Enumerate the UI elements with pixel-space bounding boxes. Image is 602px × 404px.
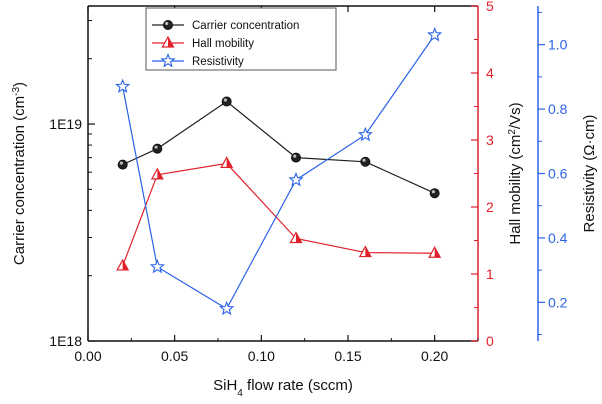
y-left-axis-title: Carrier concentration (cm-3) bbox=[11, 82, 29, 265]
legend-item: Carrier concentration bbox=[152, 20, 299, 32]
data-point-body bbox=[117, 159, 128, 170]
data-point bbox=[219, 300, 235, 316]
y-left-axis-title-superscript: -3 bbox=[11, 87, 22, 96]
y-right1-axis-title: Hall mobility (cm2/Vs) bbox=[507, 102, 525, 244]
data-point-fill bbox=[122, 259, 129, 270]
data-point bbox=[428, 245, 442, 258]
data-point bbox=[358, 245, 372, 258]
y-right1-axis-title-part: Hall mobility (cm bbox=[507, 135, 524, 245]
series-hall-mobility bbox=[116, 156, 442, 271]
y-right2-tick-label: 0.2 bbox=[548, 294, 568, 310]
y-right1-tick-label: 2 bbox=[486, 199, 494, 215]
y-left-axis-title-part: Carrier concentration (cm bbox=[11, 96, 28, 265]
data-point-highlight bbox=[362, 158, 366, 162]
legend-marker-fill bbox=[168, 37, 174, 47]
x-axis-title-subscript: 4 bbox=[237, 388, 243, 399]
x-axis-title: SiH4 flow rate (sccm) bbox=[213, 377, 353, 399]
data-point bbox=[150, 167, 164, 180]
y-right1-tick-label: 5 bbox=[486, 0, 494, 14]
series-line bbox=[122, 34, 436, 310]
data-point bbox=[360, 156, 371, 167]
data-point bbox=[149, 258, 165, 274]
legend: Carrier concentration Hall mobility Resist… bbox=[145, 7, 337, 71]
data-point-body bbox=[152, 143, 163, 154]
data-point-highlight bbox=[431, 190, 435, 194]
series-resistivity bbox=[115, 26, 443, 316]
y-right1-tick-label: 0 bbox=[486, 333, 494, 349]
y-right1-tick-label: 1 bbox=[486, 266, 494, 282]
data-point bbox=[427, 26, 443, 42]
x-axis-title-part: SiH bbox=[213, 377, 237, 394]
data-point-fill bbox=[434, 247, 441, 258]
y-right2-tick-label: 0.8 bbox=[548, 101, 568, 117]
data-point-fill bbox=[157, 168, 163, 179]
series-layer bbox=[115, 26, 443, 316]
legend-marker-body bbox=[163, 20, 173, 30]
data-point bbox=[289, 231, 303, 244]
data-point bbox=[220, 156, 234, 169]
legend-label: Hall mobility bbox=[192, 38, 254, 50]
legend-box bbox=[145, 7, 337, 71]
legend-marker bbox=[160, 52, 176, 68]
data-point bbox=[291, 152, 301, 163]
series-carrier-concentration bbox=[117, 96, 440, 199]
data-point-fill bbox=[365, 246, 371, 257]
y-right1-tick-label: 4 bbox=[486, 65, 494, 81]
y-right2-tick-label: 0.4 bbox=[548, 230, 568, 246]
x-tick-label: 0.05 bbox=[161, 348, 188, 364]
legend-marker bbox=[163, 20, 173, 30]
data-point-body bbox=[429, 188, 440, 199]
data-point-body bbox=[360, 156, 371, 167]
series-line bbox=[122, 100, 435, 194]
data-point bbox=[288, 171, 304, 187]
data-point-fill bbox=[296, 232, 302, 243]
data-point bbox=[357, 126, 373, 142]
left-axis: 1E18 1E19 Carrier concentration (cm-3) bbox=[11, 20, 95, 349]
data-point bbox=[152, 143, 163, 154]
data-point-fill bbox=[226, 157, 233, 168]
y-right2-axis-title: Resistivity (Ω·cm) bbox=[581, 115, 598, 233]
data-point bbox=[116, 258, 130, 271]
y-right1-axis-title-part: /Vs) bbox=[507, 102, 524, 129]
legend-item: Resistivity bbox=[152, 52, 244, 68]
right-axis-resistivity: 0.2 0.4 0.6 0.8 1.0 Resistivity (Ω·cm) bbox=[538, 11, 598, 336]
x-tick-label: 0.20 bbox=[421, 348, 448, 364]
legend-label: Resistivity bbox=[192, 56, 244, 68]
data-point-highlight bbox=[119, 161, 123, 165]
legend-marker bbox=[161, 35, 175, 48]
legend-marker-highlight bbox=[165, 21, 169, 26]
legend-item: Hall mobility bbox=[152, 35, 254, 50]
data-point bbox=[115, 78, 131, 94]
data-point-highlight bbox=[293, 154, 297, 158]
y-right2-tick-label: 0.6 bbox=[548, 166, 568, 182]
data-point-highlight bbox=[154, 145, 158, 149]
data-point-body bbox=[221, 96, 232, 107]
y-right2-tick-label: 1.0 bbox=[548, 37, 568, 53]
x-axis-title-part: flow rate (sccm) bbox=[243, 377, 353, 394]
y-left-axis-title-part: ) bbox=[11, 82, 28, 87]
x-tick-label: 0.15 bbox=[334, 348, 361, 364]
data-point-body bbox=[291, 152, 301, 163]
y-right1-axis-title-superscript: 2 bbox=[507, 129, 518, 135]
y-left-tick-label: 1E18 bbox=[49, 333, 82, 349]
data-point bbox=[117, 159, 128, 170]
x-tick-label: 0.00 bbox=[74, 348, 101, 364]
data-point-highlight bbox=[223, 98, 227, 102]
data-point bbox=[429, 188, 440, 199]
y-right1-tick-label: 3 bbox=[486, 132, 494, 148]
x-tick-label: 0.10 bbox=[248, 348, 275, 364]
series-line bbox=[122, 162, 435, 267]
data-point bbox=[221, 96, 232, 107]
y-left-tick-label: 1E19 bbox=[49, 116, 82, 132]
legend-label: Carrier concentration bbox=[192, 20, 299, 32]
